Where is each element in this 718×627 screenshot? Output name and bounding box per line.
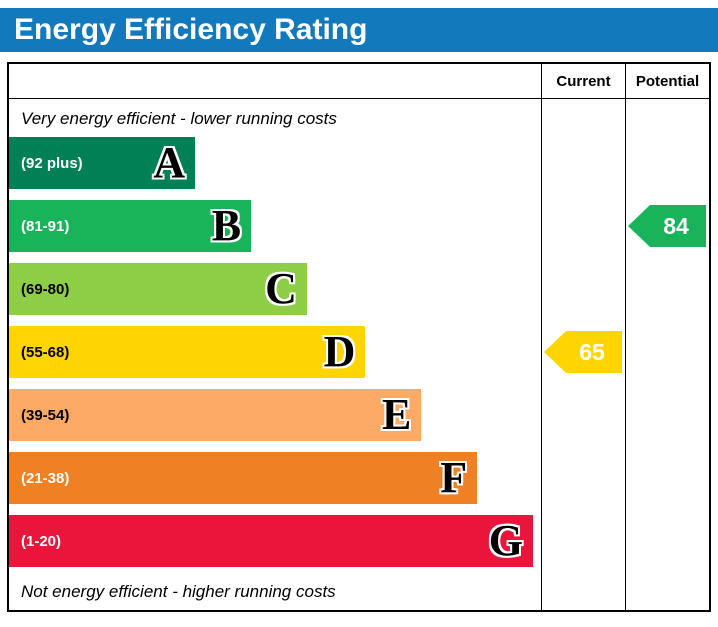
band-row: (69-80) C (9, 263, 541, 326)
band-row: (81-91) B (9, 200, 541, 263)
current-rating-value: 65 (579, 338, 605, 365)
band-range-label: (92 plus) (21, 154, 83, 172)
potential-rating-value: 84 (663, 212, 689, 239)
current-column: Current 65 (541, 64, 625, 610)
current-rating-pointer: 65 (544, 331, 622, 373)
band-row: (21-38) F (9, 452, 541, 515)
band-range-label: (39-54) (21, 406, 70, 424)
band-range-label: (81-91) (21, 217, 70, 235)
band-bar: (1-20) G (9, 515, 534, 567)
band-bar: (69-80) C (9, 263, 307, 315)
band-range-label: (55-68) (21, 343, 70, 361)
band-row: (39-54) E (9, 389, 541, 452)
band-bar: (21-38) F (9, 452, 478, 504)
band-letter: D (323, 327, 356, 376)
band-range-label: (69-80) (21, 280, 70, 298)
band-letter: F (440, 453, 468, 502)
page-title: Energy Efficiency Rating (0, 8, 718, 52)
band-row: (55-68) D (9, 326, 541, 389)
band-letter: A (153, 138, 186, 187)
band-row: (1-20) G (9, 515, 541, 578)
potential-rating-pointer: 84 (628, 205, 706, 247)
bottom-note: Not energy efficient - higher running co… (21, 582, 336, 601)
band-bar: (55-68) D (9, 326, 366, 378)
band-bar: (92 plus) A (9, 137, 196, 189)
band-letter: E (381, 390, 412, 439)
band-range-label: (1-20) (21, 532, 62, 550)
top-note: Very energy efficient - lower running co… (21, 109, 337, 128)
potential-column: Potential 84 (625, 64, 709, 610)
energy-rating-chart: Very energy efficient - lower running co… (7, 62, 711, 612)
band-letter: G (488, 516, 524, 565)
bands-column: Very energy efficient - lower running co… (9, 64, 541, 610)
band-row: (92 plus) A (9, 137, 541, 200)
band-bar: (39-54) E (9, 389, 422, 441)
band-letter: C (265, 264, 297, 313)
page-title-text: Energy Efficiency Rating (14, 13, 368, 46)
bands-column-header (9, 64, 541, 99)
current-column-header: Current (542, 64, 625, 99)
band-bar: (81-91) B (9, 200, 252, 252)
bands: (92 plus) A (81-91) B (69-80) C (55-68) … (9, 137, 541, 578)
potential-column-header: Potential (626, 64, 709, 99)
band-range-label: (21-38) (21, 469, 70, 487)
band-letter: B (211, 201, 242, 250)
